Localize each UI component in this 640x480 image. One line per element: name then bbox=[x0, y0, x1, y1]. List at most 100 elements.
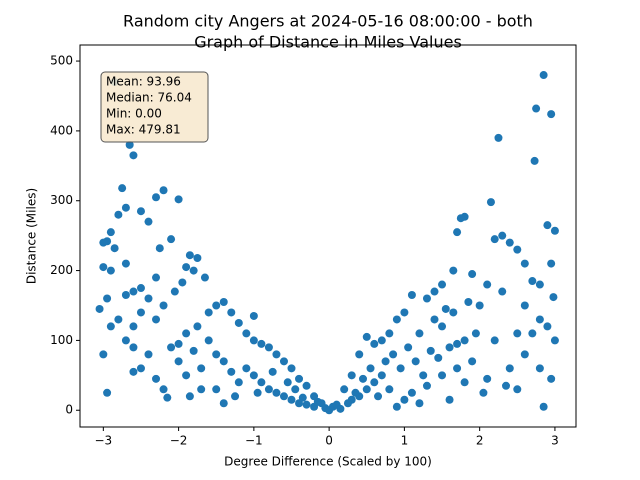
scatter-point bbox=[167, 235, 176, 244]
y-tick-label: 200 bbox=[50, 263, 73, 277]
scatter-point bbox=[460, 378, 469, 387]
y-tick-label: 100 bbox=[50, 333, 73, 347]
x-tick-label: −1 bbox=[245, 434, 263, 448]
scatter-point bbox=[539, 71, 548, 80]
scatter-point bbox=[167, 343, 176, 352]
scatter-point bbox=[272, 388, 281, 397]
scatter-point bbox=[422, 381, 431, 390]
x-tick-label: 1 bbox=[401, 434, 409, 448]
scatter-point bbox=[355, 350, 364, 359]
scatter-point bbox=[381, 357, 390, 366]
scatter-point bbox=[95, 304, 104, 313]
scatter-point bbox=[377, 371, 386, 380]
y-tick-label: 300 bbox=[50, 193, 73, 207]
scatter-point bbox=[347, 371, 356, 380]
scatter-point bbox=[419, 371, 428, 380]
scatter-point bbox=[441, 304, 450, 313]
scatter-point bbox=[520, 259, 529, 268]
x-tick-label: −3 bbox=[94, 434, 112, 448]
scatter-point bbox=[257, 378, 266, 387]
scatter-point bbox=[550, 336, 559, 345]
scatter-point bbox=[212, 350, 221, 359]
scatter-point bbox=[200, 273, 209, 282]
stats-line: Min: 0.00 bbox=[106, 107, 162, 121]
scatter-point bbox=[197, 364, 206, 373]
scatter-point bbox=[490, 235, 499, 244]
scatter-point bbox=[257, 339, 266, 348]
scatter-point bbox=[291, 385, 300, 394]
scatter-point bbox=[479, 388, 488, 397]
scatter-point bbox=[121, 336, 130, 345]
scatter-point bbox=[125, 140, 134, 149]
stats-line: Median: 76.04 bbox=[106, 91, 192, 105]
scatter-point bbox=[513, 329, 522, 338]
scatter-point bbox=[385, 385, 394, 394]
scatter-point bbox=[535, 315, 544, 324]
scatter-point bbox=[453, 228, 462, 237]
scatter-point bbox=[530, 156, 539, 165]
x-tick-label: 2 bbox=[476, 434, 484, 448]
scatter-point bbox=[404, 343, 413, 352]
scatter-point bbox=[415, 329, 424, 338]
scatter-point bbox=[464, 297, 473, 306]
scatter-point bbox=[152, 374, 161, 383]
scatter-point bbox=[144, 217, 153, 226]
scatter-point bbox=[174, 195, 183, 204]
scatter-point bbox=[502, 381, 511, 390]
y-tick-label: 400 bbox=[50, 123, 73, 137]
scatter-point bbox=[121, 291, 130, 300]
scatter-point bbox=[438, 280, 447, 289]
scatter-point bbox=[547, 259, 556, 268]
scatter-point bbox=[170, 287, 179, 296]
scatter-point bbox=[212, 301, 221, 310]
scatter-point bbox=[468, 357, 477, 366]
scatter-point bbox=[118, 184, 127, 193]
scatter-point bbox=[430, 315, 439, 324]
scatter-point bbox=[174, 357, 183, 366]
scatter-point bbox=[114, 315, 123, 324]
scatter-point bbox=[99, 350, 108, 359]
scatter-point bbox=[543, 322, 552, 331]
scatter-point bbox=[129, 287, 138, 296]
scatter-point bbox=[400, 308, 409, 317]
scatter-point bbox=[498, 287, 507, 296]
scatter-point bbox=[110, 244, 119, 253]
scatter-point bbox=[549, 293, 558, 302]
scatter-point bbox=[279, 392, 288, 401]
scatter-point bbox=[513, 385, 522, 394]
scatter-point bbox=[249, 371, 258, 380]
scatter-point bbox=[268, 367, 277, 376]
scatter-point bbox=[340, 385, 349, 394]
scatter-point bbox=[438, 371, 447, 380]
scatter-point bbox=[385, 329, 394, 338]
scatter-point bbox=[490, 336, 499, 345]
scatter-point bbox=[287, 395, 296, 404]
scatter-point bbox=[298, 393, 307, 402]
scatter-point bbox=[547, 374, 556, 383]
scatter-point bbox=[302, 381, 311, 390]
scatter-point bbox=[471, 329, 480, 338]
scatter-point bbox=[362, 332, 371, 341]
scatter-point bbox=[185, 392, 194, 401]
y-axis-label: Distance (Miles) bbox=[25, 188, 39, 284]
scatter-point bbox=[114, 210, 123, 219]
scatter-point bbox=[445, 343, 454, 352]
scatter-point bbox=[136, 284, 145, 293]
scatter-point bbox=[426, 346, 435, 355]
scatter-point bbox=[189, 266, 198, 275]
scatter-point bbox=[272, 350, 281, 359]
scatter-point bbox=[121, 259, 130, 268]
scatter-point bbox=[249, 311, 258, 320]
scatter-point bbox=[121, 203, 130, 212]
scatter-point bbox=[182, 329, 191, 338]
scatter-point bbox=[392, 402, 401, 411]
scatter-point bbox=[279, 357, 288, 366]
scatter-point bbox=[163, 393, 172, 402]
scatter-point bbox=[155, 244, 164, 253]
scatter-point bbox=[242, 329, 251, 338]
scatter-point bbox=[103, 294, 112, 303]
scatter-point bbox=[136, 207, 145, 216]
scatter-point bbox=[159, 301, 168, 310]
scatter-point bbox=[234, 318, 243, 327]
